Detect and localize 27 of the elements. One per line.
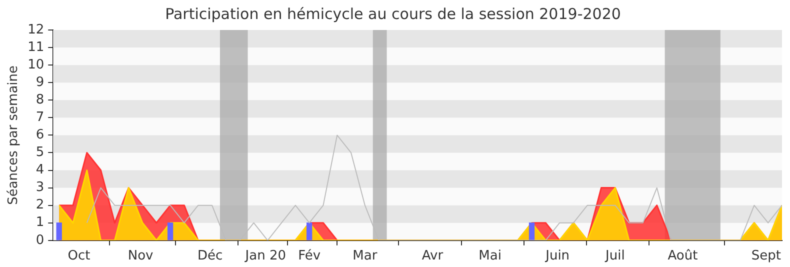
y-tick-label: 11 [28,40,44,55]
y-tick-label: 8 [36,92,44,108]
y-tick-label: 6 [36,128,44,143]
x-tick-label: Fév [298,248,321,264]
x-tick-label: Jan 20 [244,248,286,264]
x-tick-label: Oct [68,248,90,264]
x-tick-label: Mar [352,248,378,264]
y-tick-label: 5 [36,145,44,160]
y-tick-label: 7 [36,110,44,126]
y-tick-label: 12 [28,22,44,38]
y-axis-title: Séances par semaine [6,65,22,205]
y-tick-label: 9 [36,74,44,90]
x-tick-label: Déc [197,248,223,264]
x-tick-label: Juin [544,248,570,264]
y-tick-label: 1 [36,215,44,230]
y-tick-label: 10 [28,57,44,72]
y-tick-label: 3 [36,180,44,196]
y-tick-label: 4 [36,162,44,178]
x-tick-label: Sept [751,248,781,264]
y-tick-label: 2 [36,198,44,213]
x-tick-label: Nov [128,248,154,264]
x-tick-label: Mai [478,248,502,264]
chart-title: Participation en hémicycle au cours de la session 2019-2020 [165,4,621,23]
x-tick-label: Juil [604,248,625,264]
x-tick-label: Avr [422,248,444,264]
y-tick-label: 0 [36,232,44,248]
x-tick-label: Août [668,248,698,264]
